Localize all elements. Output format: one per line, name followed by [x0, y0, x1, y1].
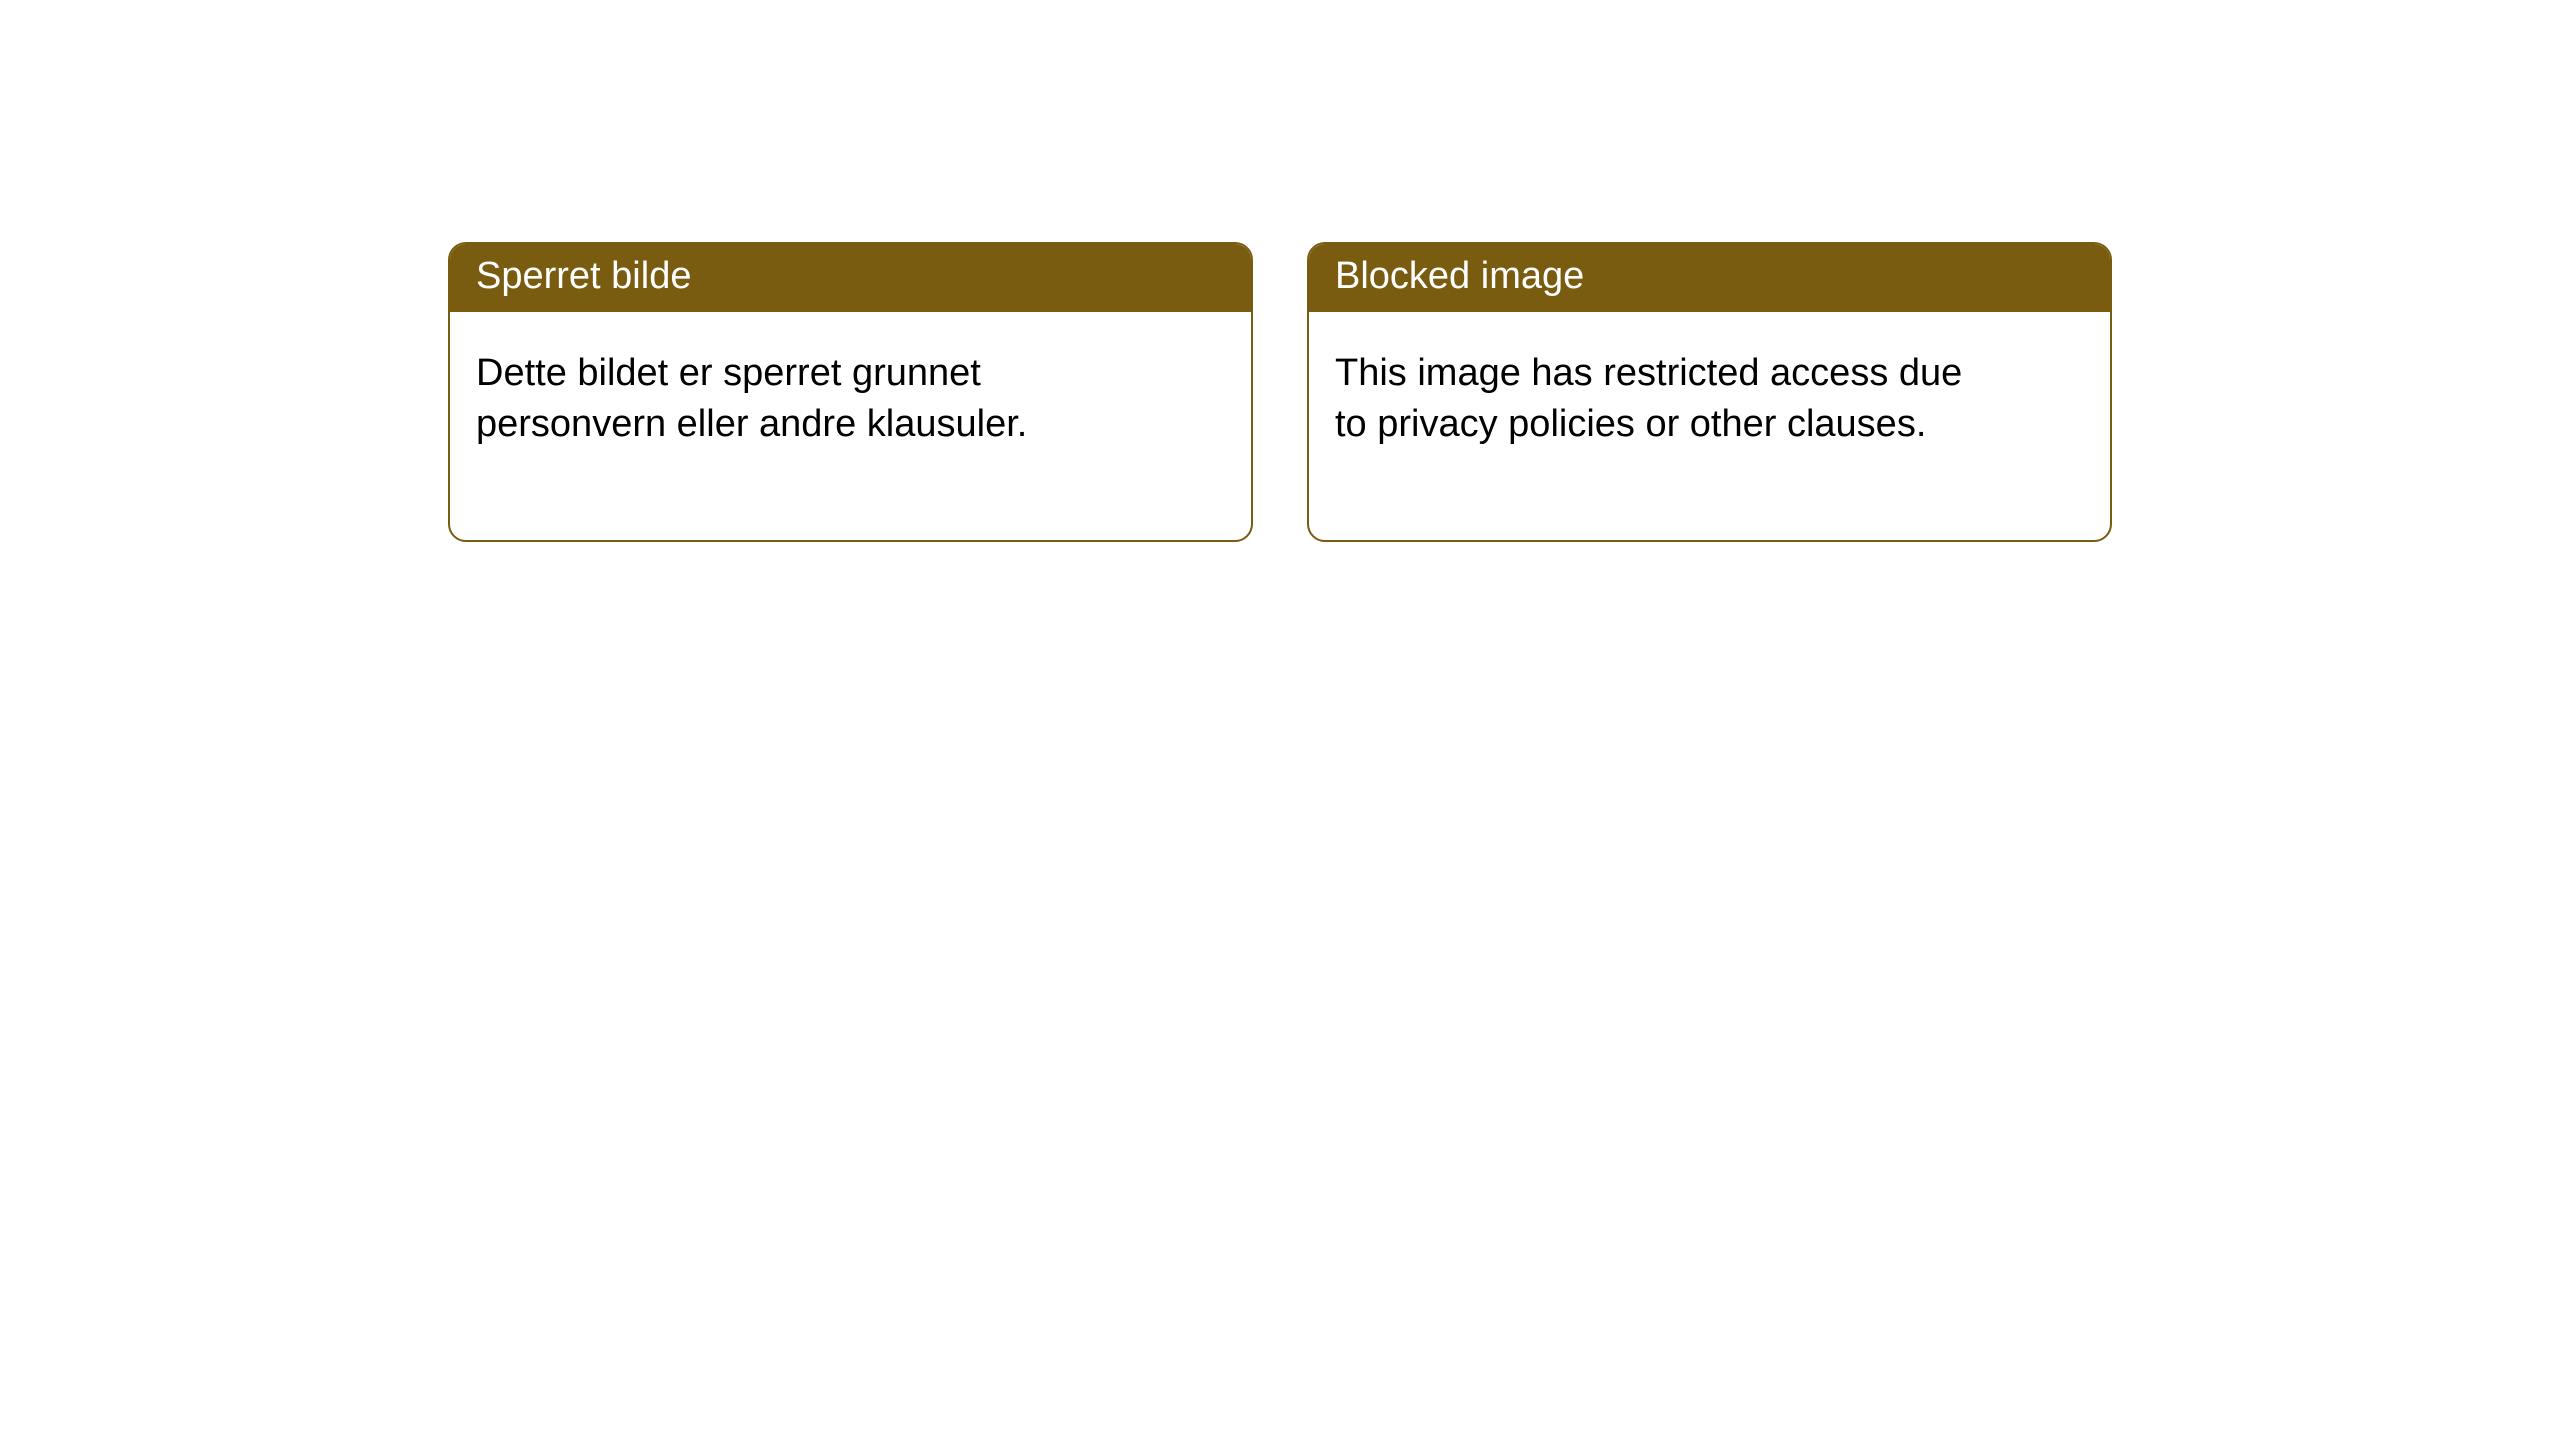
- notice-title-english: Blocked image: [1309, 244, 2110, 312]
- notice-card-english: Blocked image This image has restricted …: [1307, 242, 2112, 542]
- notice-body-english: This image has restricted access due to …: [1309, 312, 2009, 541]
- notice-container: Sperret bilde Dette bildet er sperret gr…: [0, 0, 2560, 542]
- notice-title-norwegian: Sperret bilde: [450, 244, 1251, 312]
- notice-body-norwegian: Dette bildet er sperret grunnet personve…: [450, 312, 1150, 541]
- notice-card-norwegian: Sperret bilde Dette bildet er sperret gr…: [448, 242, 1253, 542]
